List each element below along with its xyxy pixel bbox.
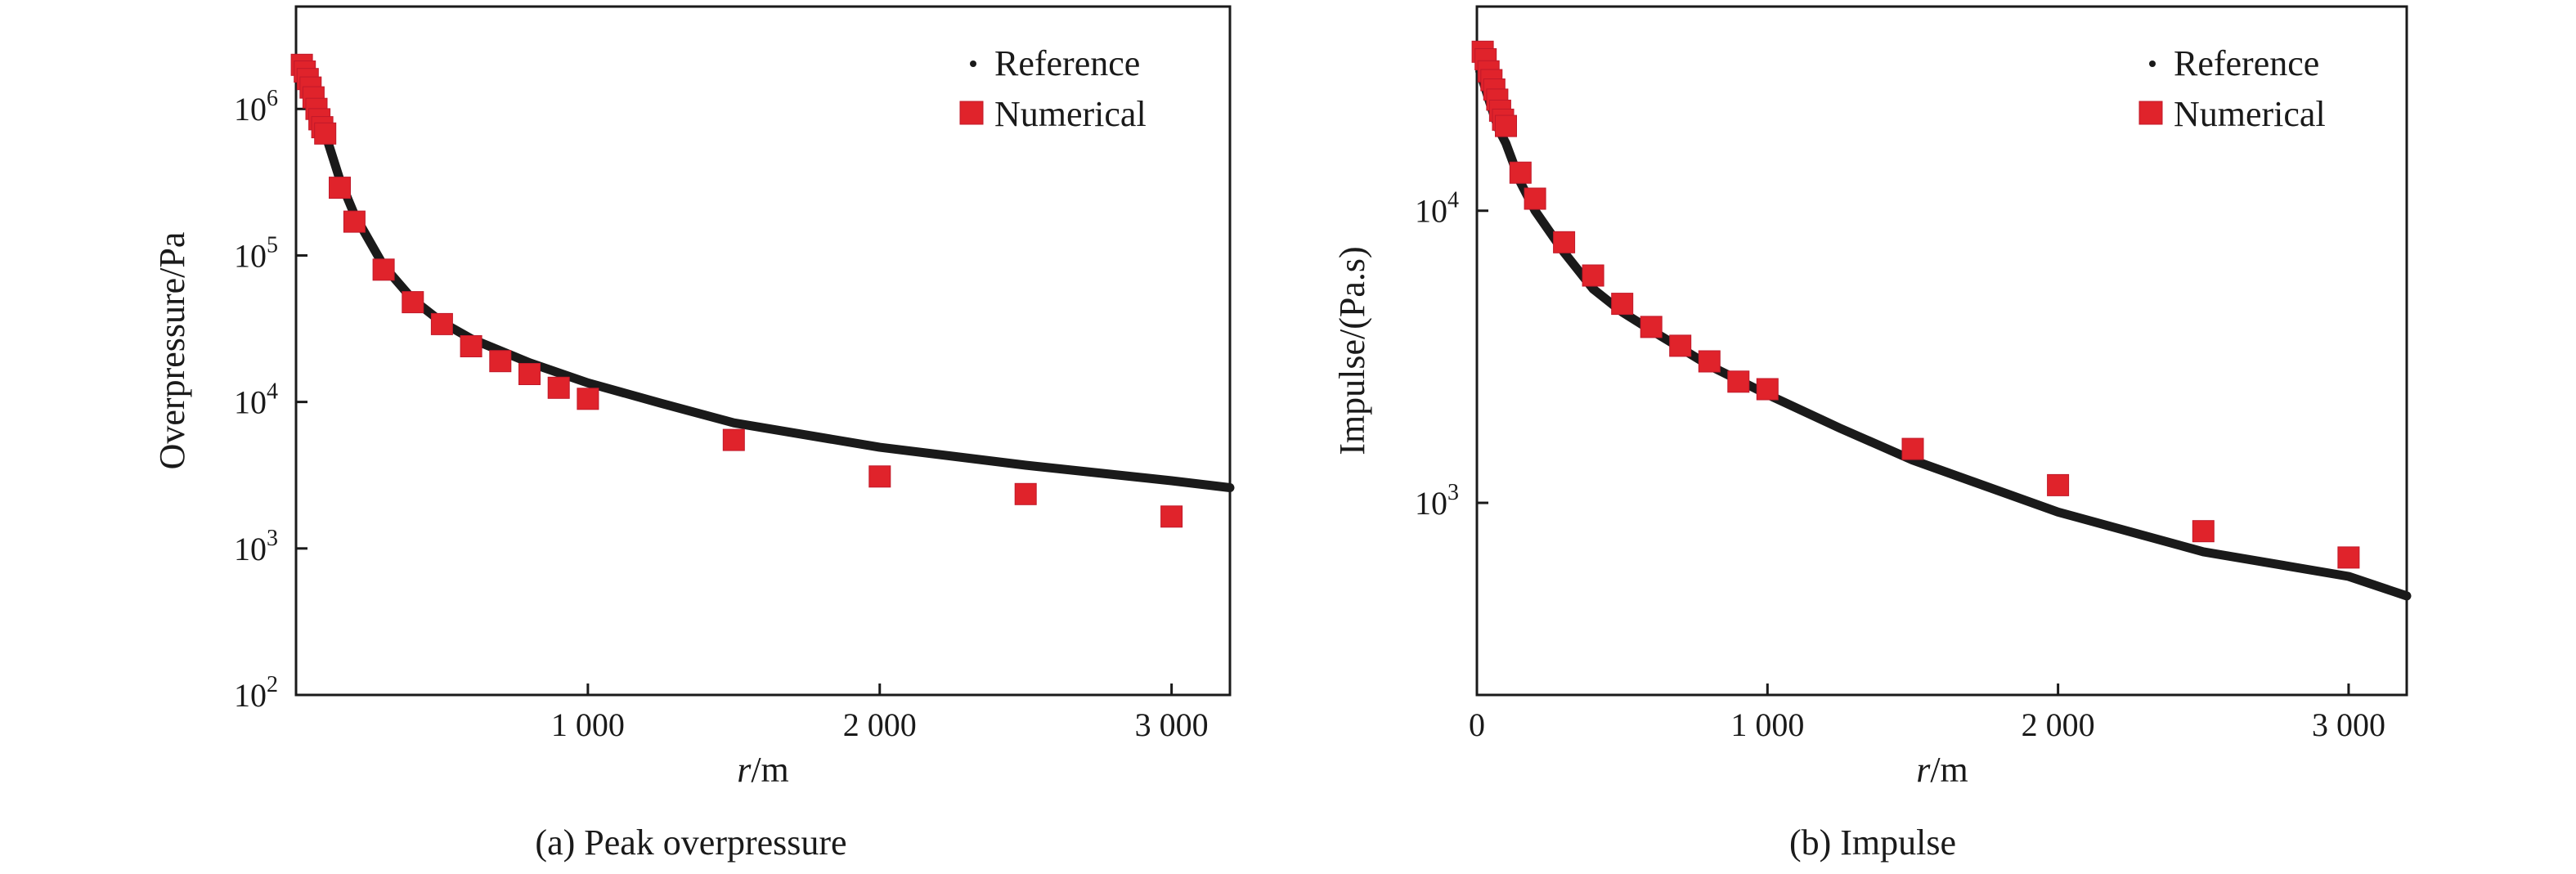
series-reference-line [1475, 66, 2412, 601]
x-axis-title: r/m [1916, 750, 1968, 790]
data-point-numerical [1756, 378, 1779, 401]
data-point-numerical [1582, 264, 1604, 287]
data-point-numerical [460, 335, 482, 357]
x-tick-label: 3 000 [1135, 706, 1209, 743]
legend-reference-label: Reference [2174, 43, 2319, 83]
data-point-numerical [2337, 546, 2360, 569]
data-point-numerical [1509, 161, 1532, 184]
data-point-numerical [2047, 473, 2070, 496]
x-tick-label: 1 000 [551, 706, 625, 743]
data-point-numerical [868, 465, 891, 488]
legend-reference-label: Reference [994, 43, 1140, 83]
y-tick-label: 104 [234, 379, 278, 421]
data-point-numerical [577, 388, 599, 410]
y-tick-label: 102 [234, 672, 278, 714]
legend-reference-marker [970, 61, 976, 67]
y-axis-title: Overpressure/Pa [152, 232, 192, 470]
data-point-numerical [1553, 231, 1576, 253]
data-point-numerical [314, 122, 337, 145]
data-point-numerical [329, 177, 351, 199]
data-point-numerical [1698, 350, 1721, 373]
x-tick-label: 3 000 [2312, 706, 2385, 743]
x-tick-label: 0 [1469, 706, 1485, 743]
x-tick-label: 2 000 [843, 706, 917, 743]
data-point-numerical [1524, 187, 1546, 210]
tick-group: 0 1 000 2 000 3 000 103 104 [1415, 188, 2385, 743]
x-axis-title-variable: r [737, 750, 752, 790]
y-tick-label: 103 [1415, 480, 1459, 522]
data-point-numerical [518, 363, 541, 385]
y-tick-label: 105 [234, 232, 278, 274]
data-point-numerical [372, 258, 395, 281]
data-point-numerical [489, 350, 512, 373]
mark-group [1471, 40, 2412, 601]
legend-numerical-label: Numerical [2174, 94, 2326, 134]
legend-numerical-label: Numerical [994, 94, 1147, 134]
data-point-numerical [1495, 114, 1517, 137]
data-point-numerical [2192, 520, 2215, 543]
data-point-numerical [722, 428, 745, 451]
legend: Reference Numerical [959, 43, 1147, 134]
x-axis-title-variable: r [1916, 750, 1931, 790]
y-tick-label: 103 [234, 526, 278, 567]
x-tick-label: 2 000 [2022, 706, 2095, 743]
data-point-numerical [1160, 505, 1183, 528]
plot-area-frame [1475, 5, 2408, 697]
legend-numerical-marker [2138, 101, 2163, 125]
y-tick-label: 104 [1415, 188, 1459, 230]
data-point-numerical [430, 312, 453, 335]
legend-reference-marker [2149, 61, 2156, 67]
data-point-numerical [1901, 437, 1924, 460]
legend-numerical-marker [959, 101, 984, 125]
panel-caption: (b) Impulse [1789, 822, 1956, 863]
legend: Reference Numerical [2138, 43, 2326, 134]
data-point-numerical [1640, 316, 1663, 338]
x-axis-title-unit: /m [751, 750, 788, 790]
data-point-numerical [402, 291, 424, 314]
data-point-numerical [1669, 334, 1692, 357]
tick-group: 1 000 2 000 3 000 102 103 104 105 106 [234, 86, 1209, 743]
panel-peak-overpressure: 1 000 2 000 3 000 102 103 104 105 106 Reference… [152, 5, 1235, 863]
x-tick-label: 1 000 [1730, 706, 1804, 743]
x-axis-title-unit: /m [1930, 750, 1968, 790]
data-point-numerical [547, 376, 570, 399]
panel-impulse: 0 1 000 2 000 3 000 103 104 Reference Numeric… [1332, 5, 2412, 863]
panel-caption: (a) Peak overpressure [535, 822, 846, 863]
plot-area-frame [294, 5, 1232, 697]
data-point-numerical [1727, 370, 1750, 393]
y-tick-label: 106 [234, 86, 278, 128]
data-point-numerical [1611, 293, 1634, 316]
y-axis-title: Impulse/(Pa.s) [1332, 246, 1372, 455]
mark-group [290, 53, 1235, 528]
data-point-numerical [343, 210, 366, 233]
data-point-numerical [1014, 482, 1037, 505]
x-axis-title: r/m [737, 750, 789, 790]
